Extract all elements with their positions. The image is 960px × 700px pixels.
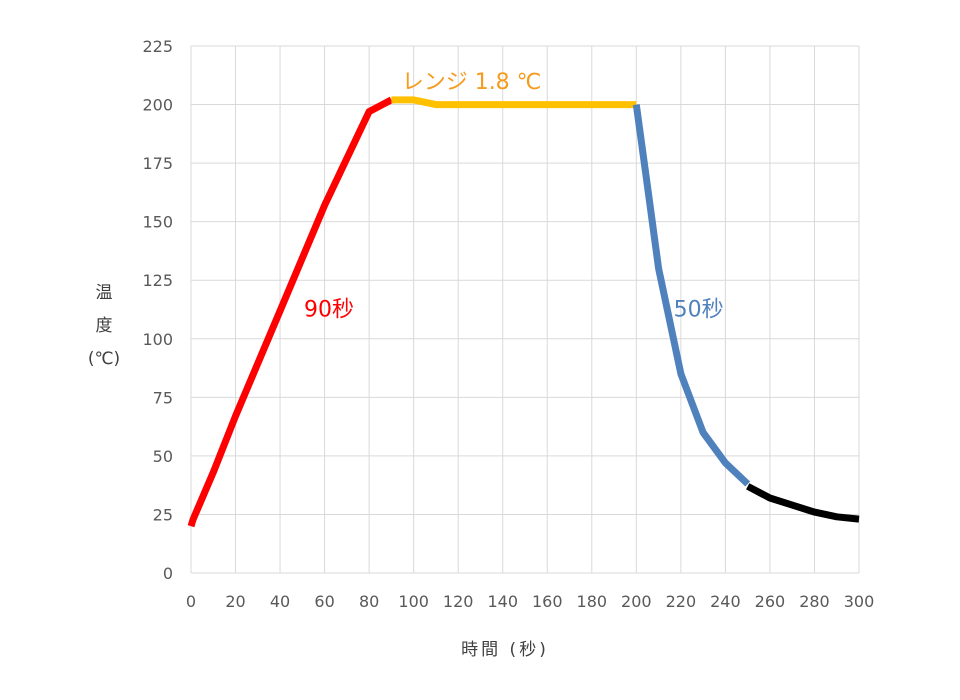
y-axis-ticks: 0 25 50 75 100 125 150 175 200 225 (142, 37, 173, 583)
annotations: 90秒 レンジ 1.8 ℃ 50秒 (304, 70, 724, 322)
x-tick-label-15: 300 (844, 592, 875, 611)
x-tick-label-8: 160 (532, 592, 563, 611)
y-tick-label-8: 200 (142, 96, 173, 115)
x-tick-label-11: 220 (666, 592, 697, 611)
x-tick-label-1: 20 (225, 592, 245, 611)
x-tick-label-10: 200 (621, 592, 652, 611)
x-tick-label-13: 260 (755, 592, 786, 611)
x-tick-label-7: 140 (487, 592, 518, 611)
x-tick-label-14: 280 (799, 592, 830, 611)
series-lines (187, 96, 860, 528)
y-axis-title-line-2: (℃) (88, 349, 120, 369)
series-line-3 (746, 483, 860, 523)
y-tick-label-0: 0 (163, 564, 173, 583)
x-tick-label-2: 40 (270, 592, 290, 611)
series-line-0 (187, 96, 394, 528)
annotation-label-0: 90秒 (304, 297, 354, 322)
x-tick-label-9: 180 (577, 592, 608, 611)
x-tick-label-4: 80 (359, 592, 379, 611)
y-axis-title: 温度 (℃) (88, 283, 120, 369)
y-tick-label-6: 150 (142, 213, 173, 232)
annotation-label-2: 50秒 (674, 297, 724, 322)
y-tick-label-4: 100 (142, 330, 173, 349)
series-line-1 (391, 96, 637, 109)
y-axis-title-line-1: 度 (96, 316, 113, 336)
y-tick-label-9: 225 (142, 37, 173, 56)
y-tick-label-5: 125 (142, 271, 173, 290)
x-axis-ticks: 0 20 40 60 80 100 120 140 160 180 200 220 240 260 280 3… (186, 592, 874, 611)
x-tick-label-3: 60 (314, 592, 334, 611)
x-axis-title: 時間 (秒) (461, 640, 549, 660)
y-axis-title-line-0: 温 (96, 283, 113, 303)
series-line-2 (632, 104, 751, 487)
annotation-label-1: レンジ 1.8 ℃ (402, 70, 542, 95)
y-tick-label-2: 50 (153, 447, 173, 466)
x-tick-label-0: 0 (186, 592, 196, 611)
x-tick-label-12: 240 (710, 592, 741, 611)
y-tick-label-3: 75 (153, 388, 173, 407)
x-tick-label-5: 100 (398, 592, 429, 611)
y-tick-label-1: 25 (153, 505, 173, 524)
y-tick-label-7: 175 (142, 154, 173, 173)
x-tick-label-6: 120 (443, 592, 474, 611)
